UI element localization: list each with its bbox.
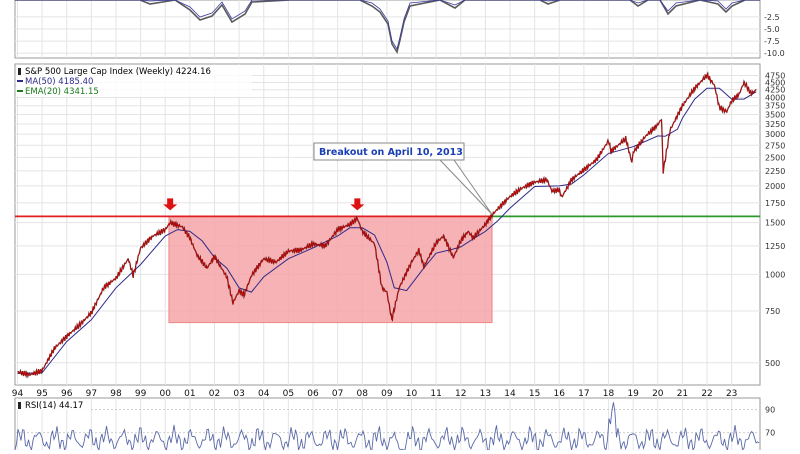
top-y-tick-label: -5.0 [764,25,780,34]
x-tick-label: 19 [627,389,639,399]
rsi-legend: RSI(14) 44.17 [16,399,90,411]
price-line [17,71,757,378]
x-tick-label: 02 [209,389,220,399]
legend-entry: S&P 500 Large Cap Index (Weekly) 4224.16 [25,67,211,77]
price-y-tick-label: 2250 [765,167,785,176]
x-tick-label: 06 [307,389,319,399]
price-y-tick-label: 1000 [765,270,785,279]
x-tick-label: 97 [86,389,97,399]
x-tick-label: 04 [258,389,270,399]
x-tick-label: 10 [406,389,418,399]
price-y-tick-label: 1250 [765,242,785,251]
x-tick-label: 07 [332,389,343,399]
price-y-tick-label: 3250 [765,120,785,129]
x-tick-label: 00 [160,389,172,399]
rsi-legend-background [16,399,90,410]
price-y-tick-label: 500 [765,359,780,368]
x-tick-label: 05 [283,389,294,399]
price-y-tick-label: 3500 [765,111,785,120]
x-tick-label: 95 [36,389,47,399]
top-indicator-signal-line [15,0,760,51]
top-y-tick-label: -10.0 [764,49,785,58]
top-indicator-line [15,0,760,55]
price-y-tick-label: 2000 [765,182,785,191]
price-y-tick-label: 3000 [765,130,785,139]
x-tick-label: 08 [357,389,369,399]
x-tick-label: 12 [455,389,466,399]
x-tick-label: 18 [603,389,615,399]
price-y-tick-label: 4250 [765,86,785,95]
rsi-y-tick-label: 90 [765,406,775,415]
x-tick-label: 15 [529,389,540,399]
legend-entry: EMA(20) 4341.15 [25,87,99,97]
x-tick-label: 98 [110,389,122,399]
x-tick-label: 21 [677,389,688,399]
legend-entry: MA(50) 4185.40 [25,77,93,87]
x-axis: 94 95 96 97 98 99 00 01 02 03 04 05 06 07 08 09 10 11 12 13… [12,389,738,399]
price-y-tick-label: 750 [765,307,780,316]
price-y-tick-label: 2750 [765,141,785,150]
peak-arrow [163,198,178,211]
top-y-tick-label: -2.5 [764,13,780,22]
x-tick-label: 03 [233,389,244,399]
price-y-tick-label: 4750 [765,72,785,81]
price-y-tick-label: 4000 [765,93,785,102]
x-tick-label: 99 [135,389,147,399]
rsi-panel: 90 70 RSI(14) 44.17 [14,397,775,453]
x-tick-label: 20 [652,389,664,399]
top-y-tick-label: -7.5 [764,37,780,46]
x-tick-label: 14 [504,389,516,399]
callout-box [313,142,465,161]
price-y-tick-label: 3750 [765,102,785,111]
price-y-tick-label: 1750 [765,199,785,208]
rsi-legend-swatch [18,402,21,409]
breakout-annotation: Breakout on April 10, 2013 [319,147,463,158]
x-tick-label: 13 [480,389,491,399]
x-tick-label: 16 [554,389,566,399]
x-tick-label: 94 [12,389,24,399]
x-tick-label: 22 [701,389,712,399]
rsi-panel-frame [14,397,761,453]
consolidation-range-box [168,215,493,324]
price-y-tick-label: 4500 [765,78,785,87]
x-tick-label: 17 [578,389,589,399]
price-legend: S&P 500 Large Cap Index (Weekly) 4224.16… [16,65,252,97]
ma50-line [17,87,757,374]
x-tick-label: 11 [430,389,441,399]
rsi-legend-entry: RSI(14) 44.17 [25,401,83,411]
x-tick-label: 96 [61,389,73,399]
top-indicator-panel: -2.5 -5.0 -7.5 -10.0 [14,0,785,59]
price-y-tick-label: 2500 [765,153,785,162]
peak-arrow [350,198,365,211]
legend-background [16,65,252,97]
x-tick-label: 01 [184,389,195,399]
x-tick-label: 09 [381,389,393,399]
price-y-tick-label: 1500 [765,219,785,228]
legend-swatch-ohlc [18,68,21,75]
x-tick-label: 23 [726,389,737,399]
rsi-y-tick-label: 70 [765,429,775,438]
